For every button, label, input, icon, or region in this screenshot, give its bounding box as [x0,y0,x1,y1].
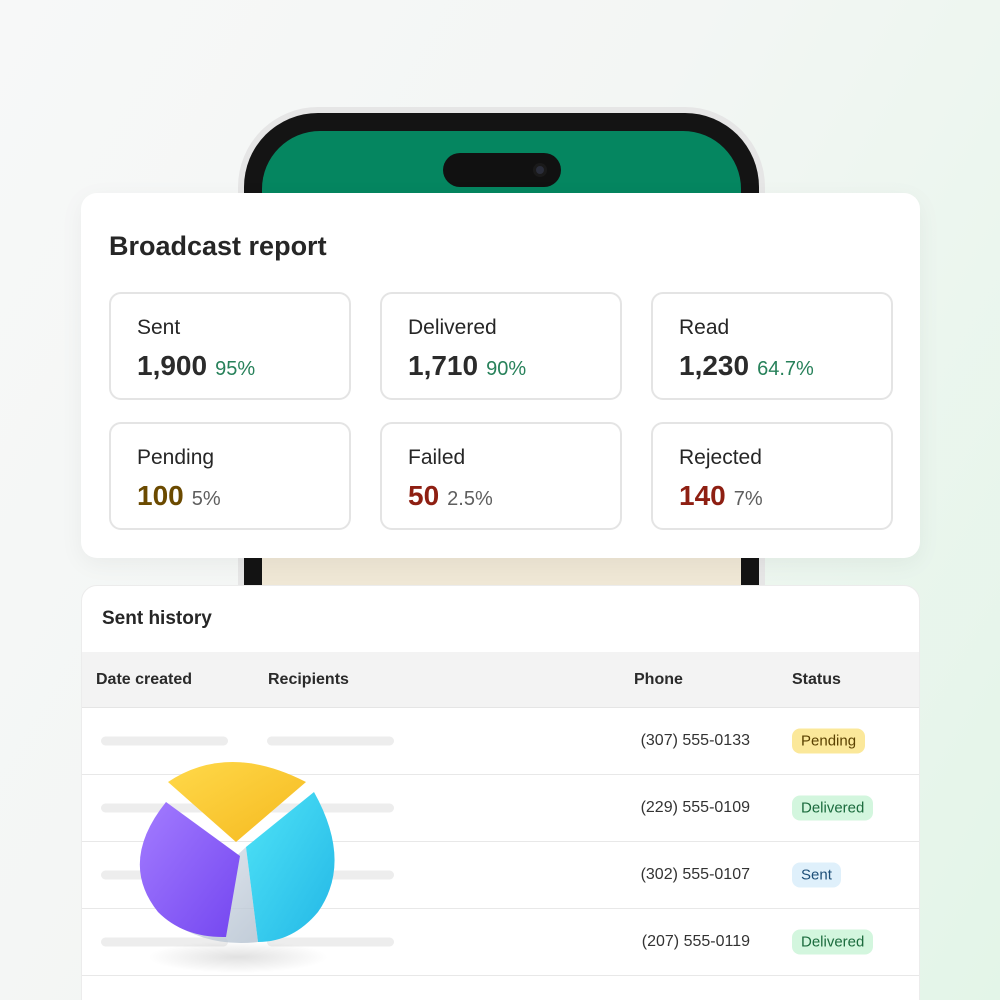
stat-card-read: Read 1,230 64.7% [651,292,893,400]
stat-percent: 7% [733,488,763,510]
stat-percent: 95% [215,358,256,380]
table-header: Date created Recipients Phone Status [82,652,919,708]
recipients-placeholder [267,736,394,746]
stat-label: Pending [137,446,215,469]
stat-label: Sent [137,316,181,339]
stat-card-rejected: Rejected 140 7% [651,422,893,530]
stats-grid: Sent 1,900 95% Delivered 1,710 90% Read … [109,292,893,530]
phone-notch [442,153,561,187]
phone-cell: (307) 555-0133 [640,732,750,749]
phone-cell: (302) 555-0107 [640,866,750,883]
stat-value: 1,900 [137,350,208,381]
table-row[interactable]: (229) 555-0109 Delivered [82,775,919,842]
stat-card-delivered: Delivered 1,710 90% [380,292,622,400]
stat-label: Read [679,316,730,339]
stat-value: 140 [679,480,726,511]
stat-label: Delivered [408,316,497,339]
stat-percent: 2.5% [447,488,493,510]
stat-percent: 64.7% [757,358,814,380]
pie-chart-3d-icon [128,752,343,977]
status-badge: Delivered [792,929,874,955]
report-title: Broadcast report [109,231,327,261]
status-badge: Delivered [792,795,874,821]
stat-card-pending: Pending 100 5% [109,422,351,530]
stat-value: 100 [137,480,184,511]
stat-value: 1,230 [679,350,750,381]
pie-slice-purple [139,802,240,938]
column-header-recipients[interactable]: Recipients [268,670,349,688]
broadcast-report-card: Broadcast report Sent 1,900 95% Delivere… [81,193,920,558]
pie-slice-yellow [168,762,306,842]
column-header-phone[interactable]: Phone [634,670,683,688]
column-header-status[interactable]: Status [792,670,841,688]
pie-shadow [148,941,328,973]
stat-percent: 90% [486,358,527,380]
stat-card-failed: Failed 50 2.5% [380,422,622,530]
stat-value: 50 [408,480,440,511]
date-placeholder [101,937,228,947]
phone-cell: (229) 555-0109 [640,799,750,816]
camera-icon [532,163,547,177]
stat-value: 1,710 [408,350,479,381]
column-header-date[interactable]: Date created [96,670,193,688]
table-row[interactable]: (307) 555-0133 Pending [82,708,919,775]
recipients-placeholder [267,937,394,947]
phone-cell: (207) 555-0119 [641,933,750,950]
pie-slice-cyan [246,792,335,942]
recipients-placeholder [267,803,394,813]
stat-label: Rejected [679,446,762,469]
stat-label: Failed [408,446,466,469]
history-title: Sent history [102,608,212,629]
status-badge: Pending [792,728,866,754]
table-row[interactable]: (207) 555-0119 Delivered [82,909,919,976]
date-placeholder [101,736,228,746]
status-badge: Sent [792,862,841,888]
stat-card-sent: Sent 1,900 95% [109,292,351,400]
stat-percent: 5% [191,488,221,510]
